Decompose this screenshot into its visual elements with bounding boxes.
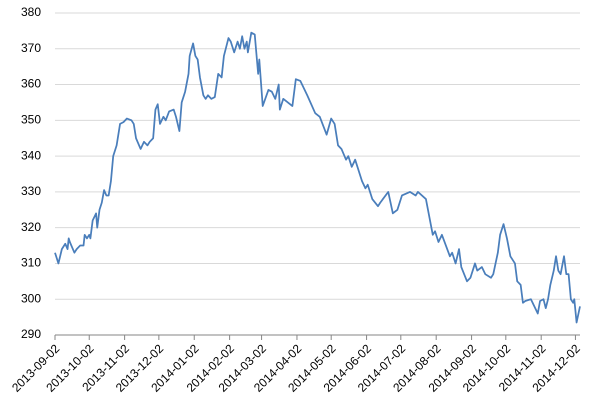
y-tick-label: 350 (21, 113, 41, 127)
y-tick-label: 330 (21, 184, 41, 198)
y-tick-label: 320 (21, 220, 41, 234)
y-tick-label: 340 (21, 148, 41, 162)
y-tick-label: 360 (21, 77, 41, 91)
y-tick-label: 370 (21, 41, 41, 55)
y-tick-label: 290 (21, 327, 41, 341)
y-tick-label: 380 (21, 5, 41, 19)
y-tick-label: 310 (21, 256, 41, 270)
data-line (54, 31, 581, 324)
y-tick-label: 300 (21, 291, 41, 305)
